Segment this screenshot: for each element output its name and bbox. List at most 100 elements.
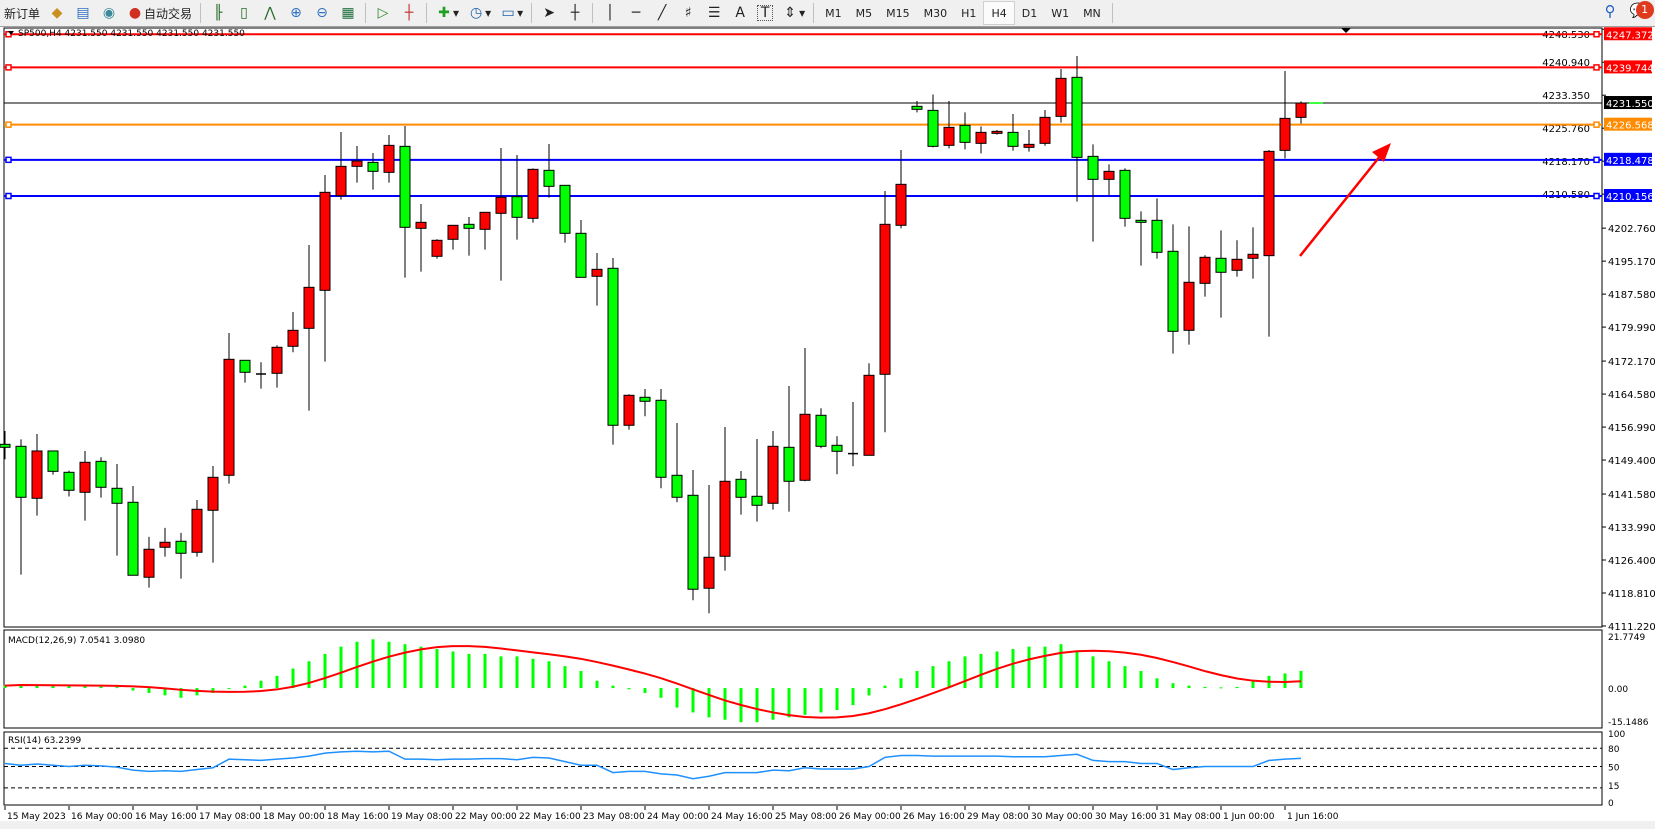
time-tick-label: 1 Jun 00:00 (1223, 812, 1275, 822)
price-tick-label: 4233.350 (1542, 91, 1590, 102)
line-anchor-handle[interactable] (1593, 121, 1600, 128)
candle (783, 385, 795, 512)
macd-bar (419, 646, 423, 689)
chart-shift-marker-icon[interactable] (1341, 28, 1351, 33)
macd-bar (163, 688, 167, 696)
timeframe-m15[interactable]: M15 (886, 6, 910, 20)
arrows-button[interactable]: ⇕ ▾ (777, 1, 809, 25)
timeframe-mn[interactable]: MN (1083, 6, 1101, 20)
candle (975, 126, 987, 154)
candle (799, 347, 811, 482)
search-icon[interactable]: ⚲ (1604, 2, 1616, 20)
time-tick-label: 18 May 16:00 (327, 812, 389, 822)
line-anchor-handle[interactable] (1593, 156, 1600, 164)
candle-body (959, 124, 971, 143)
candle (319, 174, 331, 362)
price-tick-label: 4202.760 (1608, 224, 1655, 235)
candle (1007, 114, 1019, 151)
auto-scroll-icon: ▷ (377, 5, 389, 21)
line-chart-button[interactable]: ⋀ (257, 1, 283, 25)
auto-scroll-button[interactable]: ▷ (370, 1, 396, 25)
candle (751, 438, 763, 522)
candle-body (543, 169, 555, 187)
timeframe-d1[interactable]: D1 (1021, 6, 1038, 20)
candle-body (895, 183, 907, 226)
macd-bar (899, 678, 903, 689)
macd-bar (259, 680, 263, 689)
navigator-button[interactable]: ▤ (70, 1, 96, 25)
candlestick-button[interactable]: ▯ (231, 1, 257, 25)
line-anchor-handle[interactable] (1593, 31, 1600, 38)
candle-body (735, 478, 747, 498)
macd-bar (403, 644, 407, 689)
candle-body (1103, 170, 1115, 180)
line-anchor-handle[interactable] (5, 156, 12, 164)
candle-body (79, 461, 91, 493)
macd-bar (483, 653, 487, 689)
timeframe-h1[interactable]: H1 (961, 6, 977, 20)
price-tick-label: 4248.530 (1542, 30, 1590, 41)
timeframe-h4[interactable]: H4 (983, 1, 1015, 25)
price-tick-label: 4133.990 (1608, 523, 1655, 534)
notifications-button[interactable]: 💬1 (1630, 1, 1654, 19)
candle-body (271, 346, 283, 374)
macd-bar (1091, 656, 1095, 689)
indicators-button[interactable]: ✚ ▾ (431, 1, 463, 25)
candle-body (703, 556, 715, 589)
timeframe-m5[interactable]: M5 (855, 6, 873, 20)
candle (95, 457, 107, 498)
candle-body (31, 450, 43, 499)
trendline-button[interactable]: ╱ (649, 1, 675, 25)
chart-window[interactable]: 4248.530 4240.940 4233.350 4225.760 4218.170… (0, 27, 1655, 822)
line-anchor-handle[interactable] (5, 192, 12, 200)
timeframe-m30[interactable]: M30 (923, 6, 948, 20)
vertical-line-button[interactable]: │ (597, 1, 623, 25)
chart-canvas[interactable]: 4248.530 4240.940 4233.350 4225.760 4218.170… (0, 27, 1655, 822)
macd-bar (499, 656, 503, 689)
macd-tick-label: -15.1486 (1608, 718, 1649, 728)
fibonacci-fan-button[interactable]: ☰ (701, 1, 727, 25)
periods-button[interactable]: ◷ ▾ (463, 1, 495, 25)
candle (1247, 227, 1259, 279)
signals-button[interactable]: ◉ (96, 1, 122, 25)
macd-bar (803, 688, 807, 715)
macd-bar (531, 658, 535, 689)
auto-trading-button[interactable]: ● 自动交易 (122, 1, 196, 25)
time-tick-label: 24 May 16:00 (711, 812, 773, 822)
templates-button[interactable]: ▭ ▾ (495, 1, 527, 25)
fibonacci-button[interactable]: ♯ (675, 1, 701, 25)
chart-shift-button[interactable]: ┼ (396, 1, 422, 25)
candle-body (15, 445, 27, 498)
macd-histogram (3, 639, 1303, 723)
candle (719, 427, 731, 571)
text-button[interactable]: A (727, 1, 753, 25)
candle (287, 311, 299, 353)
cursor-button[interactable]: ➤ (536, 1, 562, 25)
candle (607, 258, 619, 445)
time-tick-label: 25 May 08:00 (775, 812, 837, 822)
crosshair-button[interactable]: ┼ (562, 1, 588, 25)
text-label-button[interactable]: T (753, 1, 777, 25)
trendline-icon: ╱ (657, 5, 667, 21)
price-tick-label: 4141.580 (1608, 490, 1655, 501)
line-anchor-handle[interactable] (5, 64, 12, 71)
candle (1151, 198, 1163, 259)
candle-body (1295, 102, 1307, 118)
timeframe-w1[interactable]: W1 (1051, 6, 1070, 20)
line-anchor-handle[interactable] (5, 121, 12, 128)
annotation-arrow-line[interactable] (1299, 149, 1386, 257)
zoom-out-button[interactable]: ⊖ (309, 1, 335, 25)
line-anchor-handle[interactable] (1593, 64, 1600, 71)
candle (351, 146, 363, 183)
market-watch-button[interactable]: ◆ (44, 1, 70, 25)
macd-bar (35, 685, 39, 689)
bar-chart-button[interactable]: ╟ (205, 1, 231, 25)
macd-bar (19, 684, 23, 689)
new-order-button[interactable]: 新订单 (0, 1, 44, 25)
tile-windows-button[interactable]: ▦ (335, 1, 361, 25)
horizontal-line-button[interactable]: ─ (623, 1, 649, 25)
zoom-in-button[interactable]: ⊕ (283, 1, 309, 25)
line-anchor-handle[interactable] (1593, 192, 1600, 200)
timeframe-m1[interactable]: M1 (825, 6, 842, 20)
candle (1023, 130, 1035, 152)
